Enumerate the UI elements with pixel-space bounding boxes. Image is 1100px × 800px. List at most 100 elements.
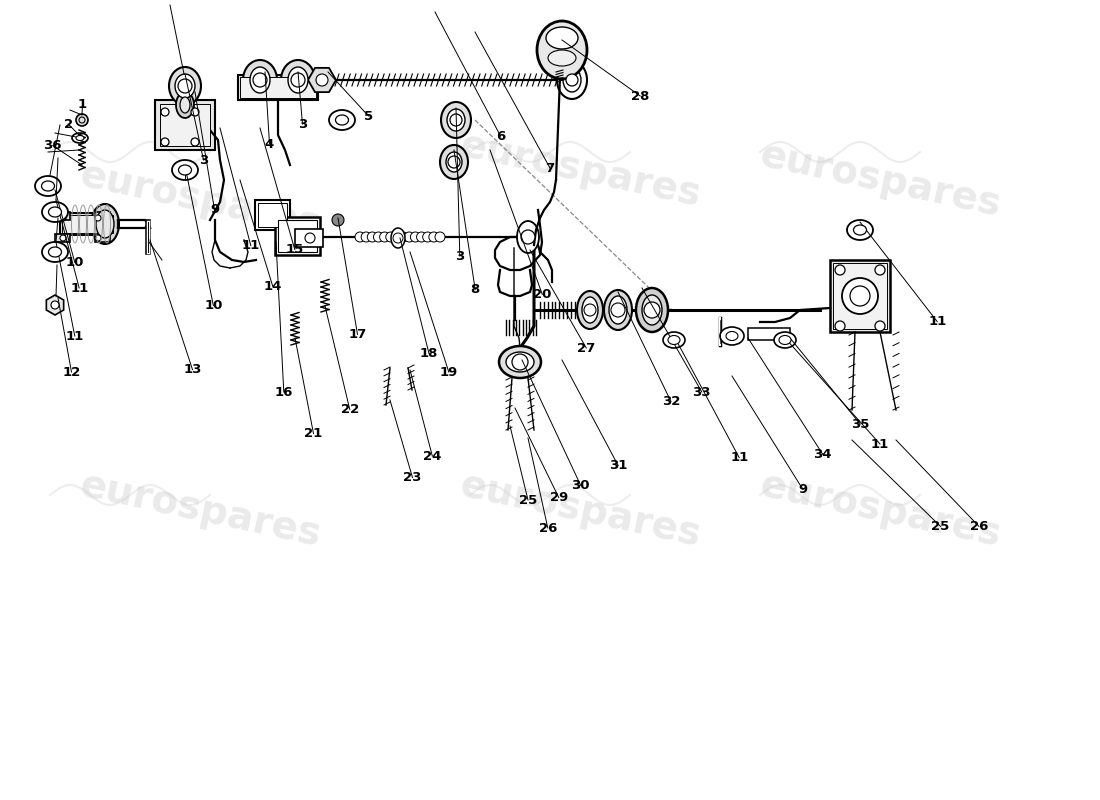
Circle shape bbox=[95, 215, 101, 221]
Circle shape bbox=[393, 233, 403, 243]
Text: 26: 26 bbox=[970, 520, 988, 533]
Ellipse shape bbox=[854, 225, 867, 235]
Ellipse shape bbox=[76, 135, 84, 141]
Circle shape bbox=[316, 74, 328, 86]
Text: 10: 10 bbox=[205, 299, 222, 312]
Circle shape bbox=[566, 74, 578, 86]
Ellipse shape bbox=[642, 295, 662, 325]
Ellipse shape bbox=[578, 291, 603, 329]
Ellipse shape bbox=[329, 110, 355, 130]
Text: 11: 11 bbox=[730, 451, 748, 464]
Bar bbox=[240, 77, 316, 98]
Circle shape bbox=[178, 79, 192, 93]
Circle shape bbox=[874, 265, 886, 275]
Text: 11: 11 bbox=[66, 330, 84, 342]
Ellipse shape bbox=[779, 335, 791, 345]
Circle shape bbox=[367, 232, 377, 242]
Text: 2: 2 bbox=[64, 118, 73, 130]
Circle shape bbox=[386, 232, 396, 242]
Text: 3: 3 bbox=[298, 118, 307, 130]
Text: 21: 21 bbox=[305, 427, 322, 440]
Text: 30: 30 bbox=[572, 479, 590, 492]
Ellipse shape bbox=[176, 92, 194, 118]
Circle shape bbox=[95, 235, 101, 241]
Ellipse shape bbox=[42, 242, 68, 262]
Circle shape bbox=[332, 214, 344, 226]
Bar bbox=[830, 260, 890, 332]
Circle shape bbox=[434, 232, 446, 242]
Text: 24: 24 bbox=[424, 450, 441, 462]
Text: 5: 5 bbox=[364, 110, 373, 122]
Text: 25: 25 bbox=[519, 494, 537, 506]
Bar bbox=[255, 200, 290, 230]
Ellipse shape bbox=[180, 97, 190, 113]
Ellipse shape bbox=[447, 109, 465, 131]
Text: 9: 9 bbox=[799, 483, 807, 496]
Ellipse shape bbox=[72, 133, 88, 143]
Circle shape bbox=[835, 265, 845, 275]
Ellipse shape bbox=[546, 27, 578, 49]
Circle shape bbox=[417, 232, 427, 242]
Text: 20: 20 bbox=[534, 288, 551, 301]
Bar bbox=[238, 75, 318, 100]
Ellipse shape bbox=[42, 181, 55, 191]
Ellipse shape bbox=[499, 346, 541, 378]
Circle shape bbox=[644, 302, 660, 318]
Text: 29: 29 bbox=[550, 491, 568, 504]
Text: eurospares: eurospares bbox=[756, 466, 1004, 554]
Circle shape bbox=[610, 303, 625, 317]
Ellipse shape bbox=[48, 207, 62, 217]
Circle shape bbox=[448, 156, 460, 168]
Text: 33: 33 bbox=[693, 386, 711, 398]
Text: eurospares: eurospares bbox=[76, 156, 324, 244]
Text: 16: 16 bbox=[275, 386, 293, 398]
Text: eurospares: eurospares bbox=[456, 466, 704, 554]
Text: 25: 25 bbox=[932, 520, 949, 533]
Text: 17: 17 bbox=[349, 328, 366, 341]
Text: 3: 3 bbox=[199, 154, 208, 166]
Text: 28: 28 bbox=[631, 90, 649, 102]
Bar bbox=[55, 212, 70, 220]
Ellipse shape bbox=[847, 220, 873, 240]
Ellipse shape bbox=[582, 297, 598, 323]
Circle shape bbox=[161, 108, 169, 116]
Circle shape bbox=[79, 117, 85, 123]
Ellipse shape bbox=[91, 204, 119, 244]
Polygon shape bbox=[308, 68, 336, 92]
Ellipse shape bbox=[506, 352, 534, 372]
Ellipse shape bbox=[563, 68, 581, 92]
Circle shape bbox=[512, 354, 528, 370]
Circle shape bbox=[51, 301, 59, 309]
Text: 8: 8 bbox=[471, 283, 480, 296]
Circle shape bbox=[398, 232, 408, 242]
Circle shape bbox=[161, 138, 169, 146]
Text: 31: 31 bbox=[609, 459, 627, 472]
Circle shape bbox=[850, 286, 870, 306]
Ellipse shape bbox=[336, 115, 349, 125]
Ellipse shape bbox=[169, 67, 201, 105]
Text: 11: 11 bbox=[871, 438, 889, 450]
Circle shape bbox=[392, 232, 402, 242]
Circle shape bbox=[835, 321, 845, 331]
Ellipse shape bbox=[250, 67, 270, 93]
Circle shape bbox=[60, 235, 66, 241]
Text: 14: 14 bbox=[264, 280, 282, 293]
Text: 19: 19 bbox=[440, 366, 458, 378]
Ellipse shape bbox=[537, 21, 587, 79]
Text: 34: 34 bbox=[814, 448, 832, 461]
Ellipse shape bbox=[390, 228, 405, 248]
Text: eurospares: eurospares bbox=[456, 126, 704, 214]
Text: 36: 36 bbox=[44, 139, 62, 152]
Circle shape bbox=[253, 73, 267, 87]
Text: 6: 6 bbox=[496, 130, 505, 142]
Bar bbox=[95, 212, 110, 220]
Ellipse shape bbox=[636, 288, 668, 332]
Ellipse shape bbox=[280, 60, 315, 100]
Circle shape bbox=[450, 114, 462, 126]
Ellipse shape bbox=[178, 165, 191, 175]
Circle shape bbox=[422, 232, 432, 242]
Ellipse shape bbox=[446, 152, 462, 172]
Ellipse shape bbox=[172, 160, 198, 180]
Circle shape bbox=[584, 304, 596, 316]
Text: 1: 1 bbox=[78, 98, 87, 110]
